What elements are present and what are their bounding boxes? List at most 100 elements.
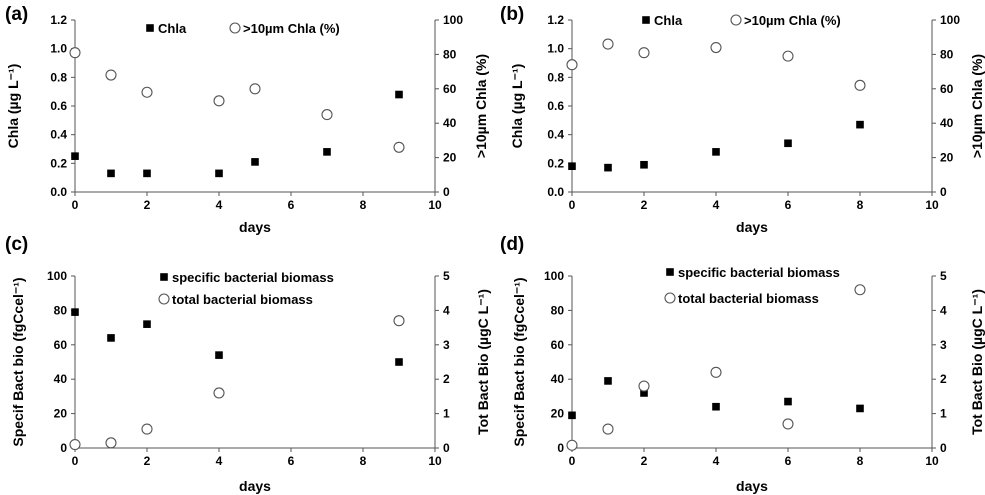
x-tick-label: 0 [72,198,79,212]
y-tick-label: 80 [551,303,565,317]
x-tick-label: 6 [288,454,295,468]
y-tick-label: 1.0 [547,42,564,56]
legend-marker [666,268,674,276]
y2-tick-label: 60 [443,82,457,96]
legend-label: total bacterial biomass [172,292,313,307]
data-point [323,148,331,156]
data-point [568,411,576,420]
x-tick-label: 6 [288,198,295,212]
data-point [854,79,866,91]
data-point [640,160,648,169]
y-tick-label: 40 [54,372,68,386]
y2-tick-label: 0 [443,441,450,455]
y2-tick-label: 80 [443,47,457,61]
y-tick-label: 100 [47,269,67,283]
y-tick-label: 1.0 [50,42,67,56]
y2-tick-label: 1 [940,407,947,421]
data-point [215,169,223,178]
legend-label: Chla [654,13,683,28]
y-axis-title: Chla (µg L⁻¹) [5,64,21,149]
data-point [141,423,153,435]
x-tick-label: 4 [216,198,223,212]
data-point [69,439,81,451]
y-tick-label: 0.2 [50,156,67,170]
data-point [712,148,720,156]
legend-label: specific bacterial biomass [678,265,840,280]
data-point [638,47,650,59]
y-axis-title: Specif Bact bio (fgCcel⁻¹) [10,277,26,446]
x-axis-title: days [736,219,768,235]
data-point [604,163,612,172]
data-point [105,69,117,81]
data-point [107,169,115,178]
legend-marker [229,22,241,34]
legend-label: total bacterial biomass [678,291,819,306]
y2-tick-label: 20 [443,151,457,165]
y-tick-label: 60 [551,338,565,352]
y-tick-label: 0.0 [547,185,564,199]
y2-tick-label: 4 [443,303,450,317]
data-point [69,47,81,59]
y2-tick-label: 40 [443,116,457,130]
y-tick-label: 0 [60,441,67,455]
panel-label: (c) [5,234,28,255]
panel-b: 0 2 4 6 8 10 0.0 0.2 0.4 0.6 0.8 1.0 1.2 0 20 40 60 80 100… [500,4,985,235]
y2-tick-label: 60 [940,82,954,96]
legend-label: specific bacterial biomass [172,270,334,285]
y2-tick-label: 1 [443,407,450,421]
data-point [856,404,864,413]
data-point [107,334,115,342]
y2-axis-title: >10µm Chla (%) [473,54,489,158]
y-tick-label: 20 [54,407,68,421]
x-axis-title: days [736,478,768,494]
x-tick-label: 10 [428,198,442,212]
x-tick-label: 4 [713,454,720,468]
y2-tick-label: 2 [940,372,947,386]
data-point [71,308,79,316]
data-point [602,38,614,50]
data-point [784,139,792,148]
data-point [710,41,722,54]
data-point [640,389,648,397]
data-point [213,95,225,107]
data-point [395,90,403,99]
x-tick-label: 8 [857,454,864,468]
y2-tick-label: 2 [443,372,450,386]
data-point [782,50,794,62]
data-point [395,358,403,366]
y2-tick-label: 4 [940,303,947,317]
data-point [71,152,79,160]
data-point [251,158,259,166]
y2-tick-label: 3 [443,338,450,352]
data-point [568,162,576,170]
y-tick-label: 100 [544,269,564,283]
x-tick-label: 6 [785,454,792,468]
y2-tick-label: 20 [940,151,954,165]
data-point [249,83,261,95]
x-tick-label: 0 [72,454,79,468]
y2-tick-label: 3 [940,338,947,352]
y2-tick-label: 40 [940,116,954,130]
data-point [393,141,405,153]
y-tick-label: 40 [551,372,565,386]
y2-tick-label: 0 [940,441,947,455]
legend-label: Chla [158,21,187,36]
x-tick-label: 8 [360,198,367,212]
y-tick-label: 0.8 [50,70,67,84]
x-tick-label: 0 [569,454,576,468]
data-point [604,377,612,385]
y2-axis-title: Tot Bact Bio (µgC L⁻¹) [475,289,491,435]
y-tick-label: 20 [551,407,565,421]
data-point [856,120,864,129]
y-tick-label: 0 [557,441,564,455]
data-point [712,402,720,411]
panel-a: 0 2 4 6 8 10 0.0 0.2 0.4 0.6 0.8 1.0 1.2 0 20 40 60 80 100… [5,4,489,235]
x-tick-label: 0 [569,198,576,212]
panel-label: (a) [5,4,28,25]
data-point [602,423,614,435]
x-tick-label: 10 [925,454,939,468]
y-tick-label: 0.2 [547,156,564,170]
data-point [213,387,225,399]
x-tick-label: 2 [641,454,648,468]
